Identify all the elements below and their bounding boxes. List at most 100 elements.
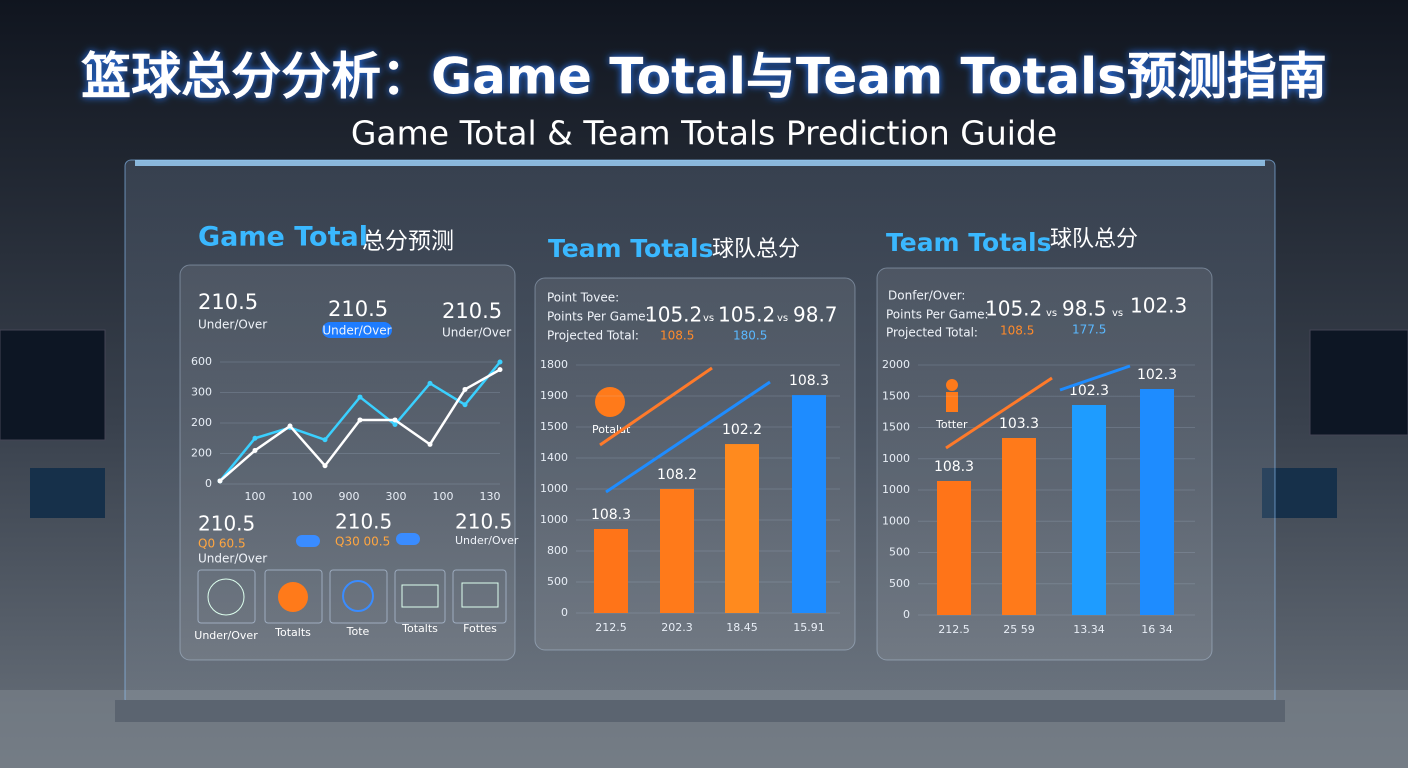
bar-label: 102.2 xyxy=(722,422,762,438)
stat-value: 210.5 xyxy=(198,290,258,314)
side-monitor xyxy=(1309,329,1408,436)
y-tick-label: 300 xyxy=(191,386,212,399)
bar-label: 108.3 xyxy=(789,373,829,389)
line-point xyxy=(252,435,258,441)
vs: vs xyxy=(703,313,714,324)
icon-label: Totalts xyxy=(401,622,438,635)
panel-heading: 球队总分 xyxy=(1050,227,1138,252)
y-tick-label: 200 xyxy=(191,447,212,460)
ppg-value: 105.2 xyxy=(645,303,702,327)
x-tick-label: 212.5 xyxy=(938,623,970,636)
line-point xyxy=(322,437,328,443)
y-tick-label: 1500 xyxy=(540,420,568,433)
panel-heading: Team Totals xyxy=(886,228,1052,257)
panel xyxy=(179,264,516,661)
y-tick-label: 500 xyxy=(547,575,568,588)
x-tick-label: 16 34 xyxy=(1141,623,1173,636)
title: 篮球总分分析：Game Total与Team Totals预测指南 xyxy=(81,48,1327,106)
y-tick-label: 0 xyxy=(205,477,212,490)
x-tick-label: 300 xyxy=(386,490,407,503)
bar xyxy=(1072,405,1106,615)
y-tick-label: 200 xyxy=(191,416,212,429)
x-tick-label: 13.34 xyxy=(1073,623,1105,636)
bar xyxy=(937,481,971,615)
x-tick-label: 25 59 xyxy=(1003,623,1035,636)
bar-label: 108.3 xyxy=(591,507,631,523)
line-point xyxy=(462,402,468,408)
x-tick-label: 15.91 xyxy=(793,621,825,634)
line-point xyxy=(497,359,503,365)
y-tick-label: 1000 xyxy=(882,483,910,496)
desk-monitor xyxy=(30,468,105,518)
bar-label: 102.3 xyxy=(1137,367,1177,383)
ppg-value: 98.5 xyxy=(1062,297,1107,321)
person-icon xyxy=(946,392,958,412)
stat-value: 210.5 xyxy=(442,299,502,323)
icon-tile xyxy=(452,569,507,624)
panel-heading: 总分预测 xyxy=(362,229,454,255)
panel-heading: Game Total xyxy=(198,222,368,253)
y-tick-label: 500 xyxy=(889,546,910,559)
x-tick-label: 900 xyxy=(339,490,360,503)
info-label: Point Tovee: xyxy=(547,291,619,305)
y-tick-label: 1000 xyxy=(540,482,568,495)
projected: 180.5 xyxy=(733,329,767,343)
trend-arrow xyxy=(1059,364,1131,392)
info-label: Donfer/Over: xyxy=(888,289,965,303)
screen-top-light xyxy=(135,160,1265,166)
bar xyxy=(660,489,694,613)
bar xyxy=(1002,438,1036,615)
x-tick-label: 212.5 xyxy=(595,621,627,634)
y-tick-label: 1500 xyxy=(882,421,910,434)
line-point xyxy=(392,417,398,423)
bar xyxy=(594,528,628,613)
projected: 108.5 xyxy=(660,329,694,343)
court-icon xyxy=(207,578,245,616)
ppg-value: 102.3 xyxy=(1130,294,1187,318)
ppg-value: 105.2 xyxy=(718,303,775,327)
y-tick-label: 1800 xyxy=(540,358,568,371)
icon-tile xyxy=(394,569,446,624)
ppg-value: 98.7 xyxy=(793,303,838,327)
y-tick-label: 800 xyxy=(547,544,568,557)
y-tick-label: 1400 xyxy=(540,451,568,464)
icon-label: Totalts xyxy=(274,626,311,639)
bar-label: 103.3 xyxy=(999,416,1039,432)
toggle xyxy=(296,535,320,547)
bar xyxy=(1140,389,1174,615)
icon-label: Potalut xyxy=(592,423,631,436)
ball-icon xyxy=(595,387,625,417)
stat-pill xyxy=(322,322,392,338)
x-tick-label: 100 xyxy=(245,490,266,503)
ball-icon xyxy=(342,580,374,612)
y-tick-label: 0 xyxy=(561,606,568,619)
icon-tile xyxy=(329,569,388,624)
trend-arrow xyxy=(599,366,713,447)
stat-sub: Q0 60.5 xyxy=(198,537,246,551)
line-point xyxy=(462,386,468,392)
panel-heading: 球队总分 xyxy=(712,237,800,262)
y-tick-label: 600 xyxy=(191,355,212,368)
subtitle: Game Total & Team Totals Prediction Guid… xyxy=(351,114,1057,153)
stat-label: Under/Over xyxy=(455,534,519,547)
bar xyxy=(792,395,826,613)
info-label: Projected Total: xyxy=(547,329,639,343)
icon-label: Tote xyxy=(346,625,370,638)
screen-base xyxy=(115,700,1285,722)
trend-arrow xyxy=(605,380,771,494)
y-tick-label: 2000 xyxy=(882,358,910,371)
stat-label: Under/Over xyxy=(198,318,267,332)
stat-sub: Q30 00.5 xyxy=(335,535,390,549)
y-tick-label: 500 xyxy=(889,577,910,590)
y-tick-label: 1900 xyxy=(540,389,568,402)
x-tick-label: 100 xyxy=(292,490,313,503)
line-point xyxy=(357,394,363,400)
icon-label: Fottes xyxy=(463,622,497,635)
line-point xyxy=(287,423,293,429)
toggle xyxy=(396,533,420,545)
bar-label: 108.2 xyxy=(657,467,697,483)
x-tick-label: 100 xyxy=(433,490,454,503)
vs: vs xyxy=(777,313,788,324)
icon-tile xyxy=(264,569,323,624)
